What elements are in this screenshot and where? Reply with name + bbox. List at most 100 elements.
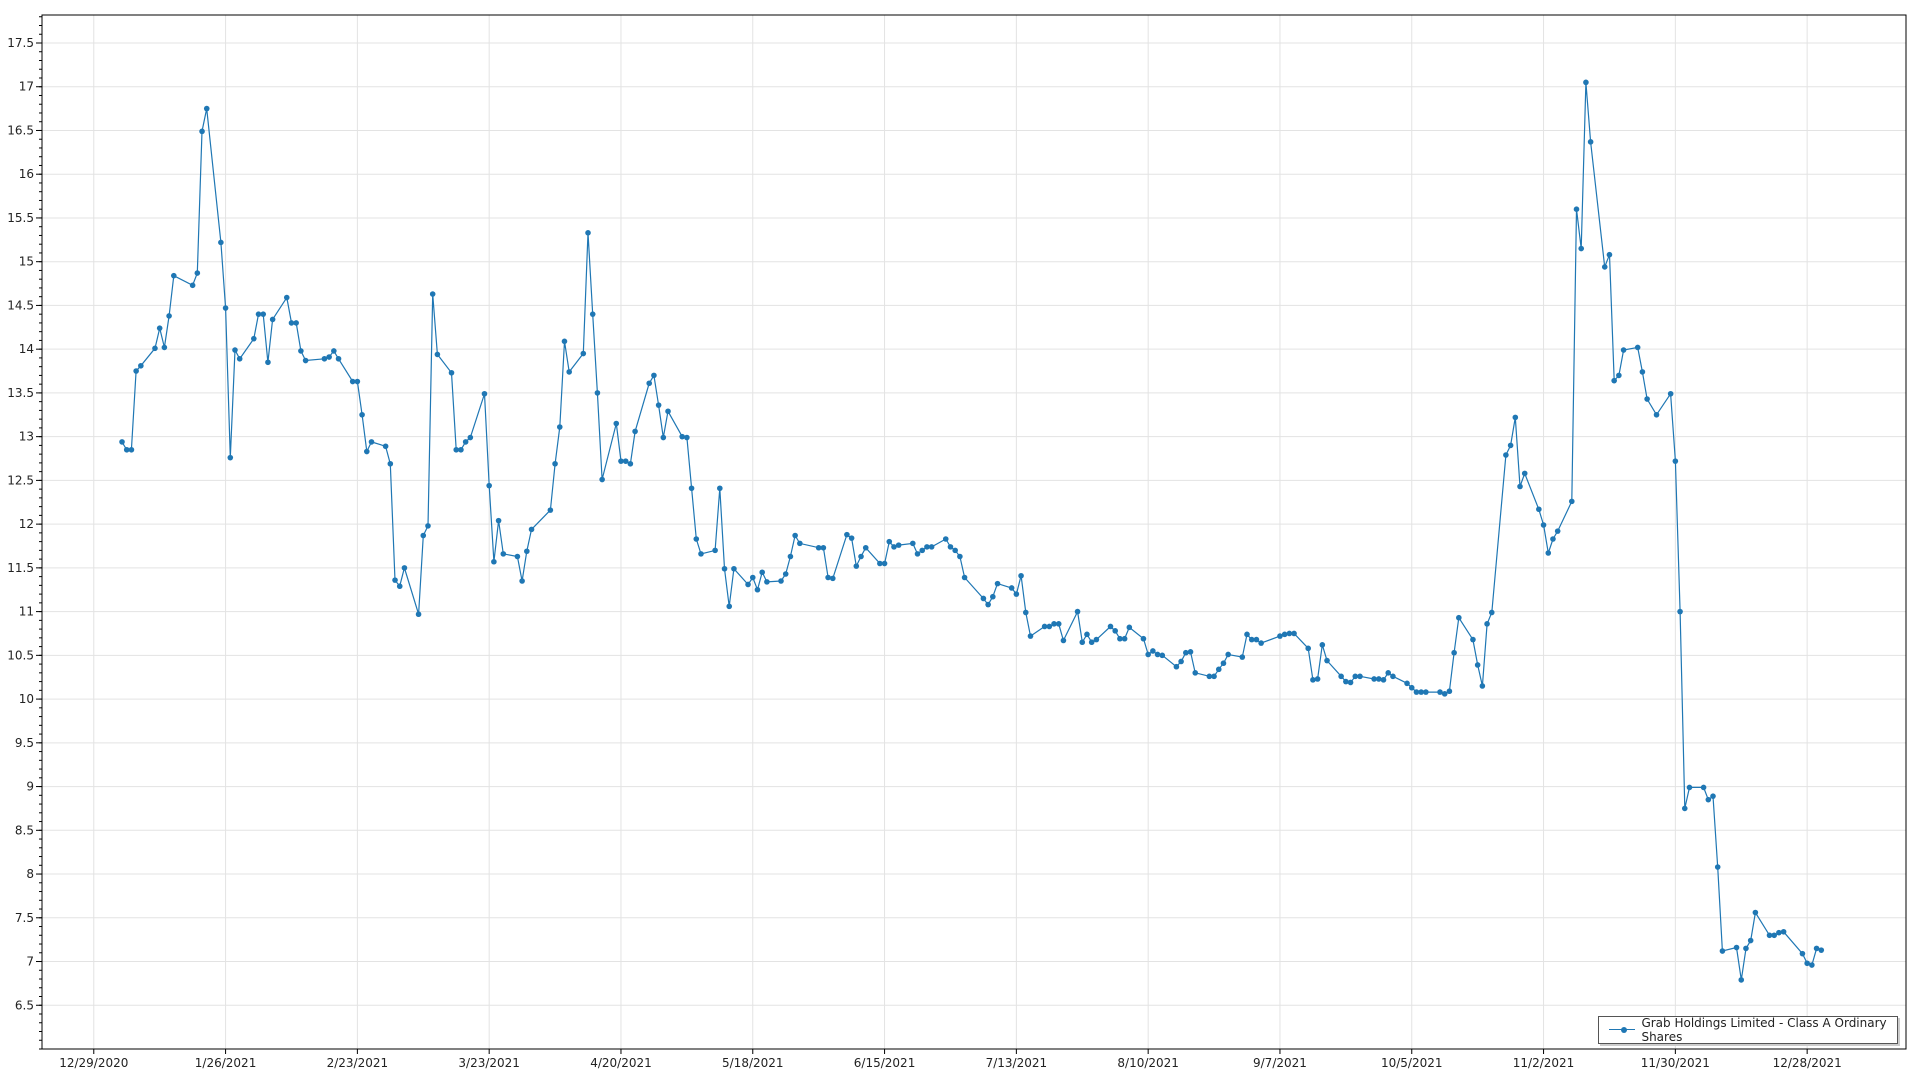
data-point bbox=[627, 460, 634, 467]
data-point bbox=[1503, 452, 1509, 458]
data-point bbox=[1667, 390, 1674, 397]
y-tick-label: 8.5 bbox=[15, 823, 34, 837]
data-point bbox=[194, 270, 201, 276]
y-tick-label: 10 bbox=[19, 692, 34, 706]
data-point bbox=[448, 369, 455, 376]
data-point bbox=[862, 544, 869, 551]
data-point bbox=[462, 439, 469, 445]
data-point bbox=[1079, 639, 1086, 646]
data-point bbox=[693, 536, 700, 542]
data-point bbox=[138, 362, 144, 369]
data-point bbox=[1710, 793, 1716, 799]
data-point bbox=[792, 532, 798, 539]
data-point bbox=[420, 532, 427, 539]
data-point bbox=[1404, 680, 1410, 687]
data-point bbox=[764, 579, 770, 585]
data-point bbox=[632, 428, 638, 435]
data-point bbox=[1192, 670, 1199, 676]
y-tick-label: 15 bbox=[19, 255, 34, 269]
data-point bbox=[1545, 550, 1552, 556]
data-point bbox=[251, 335, 257, 342]
data-point bbox=[1277, 633, 1283, 639]
data-point bbox=[293, 320, 299, 326]
data-point bbox=[218, 239, 224, 246]
data-point bbox=[203, 105, 210, 112]
data-point bbox=[1352, 673, 1359, 680]
data-point bbox=[481, 390, 488, 397]
data-point bbox=[491, 558, 497, 565]
x-tick-label: 6/15/2021 bbox=[854, 1056, 916, 1070]
data-point bbox=[1376, 676, 1382, 682]
data-point bbox=[434, 351, 441, 358]
grid bbox=[42, 15, 1906, 1049]
data-point bbox=[1027, 633, 1034, 639]
data-point bbox=[721, 565, 728, 572]
data-point bbox=[1178, 658, 1184, 665]
data-point bbox=[283, 294, 290, 301]
y-tick-label: 13.5 bbox=[7, 386, 34, 400]
data-point bbox=[820, 544, 827, 551]
data-point bbox=[688, 485, 695, 492]
x-tick-label: 12/28/2021 bbox=[1773, 1056, 1842, 1070]
data-point bbox=[331, 348, 337, 354]
data-point bbox=[561, 338, 568, 345]
data-point bbox=[1173, 663, 1180, 670]
data-point bbox=[302, 357, 309, 364]
data-point bbox=[881, 560, 888, 567]
data-point bbox=[858, 553, 864, 560]
x-tick-label: 11/2/2021 bbox=[1513, 1056, 1575, 1070]
data-point bbox=[269, 316, 276, 323]
data-point bbox=[1517, 483, 1523, 490]
data-point bbox=[1437, 689, 1443, 695]
data-point bbox=[1474, 662, 1481, 668]
data-point bbox=[726, 603, 733, 610]
data-point bbox=[622, 458, 629, 464]
data-point bbox=[1484, 621, 1490, 627]
data-point bbox=[1441, 691, 1448, 697]
data-point bbox=[1074, 608, 1081, 615]
data-point bbox=[580, 350, 587, 357]
data-point bbox=[1022, 609, 1029, 616]
data-point bbox=[1343, 678, 1349, 685]
data-point bbox=[1451, 649, 1457, 656]
data-point bbox=[745, 581, 751, 588]
data-point bbox=[797, 540, 803, 547]
data-point bbox=[392, 577, 398, 583]
data-point bbox=[1159, 652, 1166, 659]
data-point bbox=[1286, 630, 1293, 637]
x-tick-label: 7/13/2021 bbox=[986, 1056, 1048, 1070]
data-point bbox=[1357, 673, 1363, 680]
data-point bbox=[778, 578, 784, 584]
y-tick-label: 14 bbox=[19, 342, 34, 356]
data-point bbox=[698, 551, 704, 557]
x-tick-label: 11/30/2021 bbox=[1641, 1056, 1710, 1070]
data-point bbox=[152, 345, 158, 352]
x-tick-label: 2/23/2021 bbox=[327, 1056, 389, 1070]
data-point bbox=[853, 563, 860, 569]
data-point bbox=[1107, 623, 1114, 630]
data-point bbox=[1225, 651, 1231, 658]
series-polyline bbox=[121, 82, 1822, 980]
data-point bbox=[585, 230, 591, 236]
data-point bbox=[1258, 640, 1264, 646]
data-point bbox=[161, 344, 168, 351]
data-point bbox=[1573, 206, 1580, 213]
data-point bbox=[1719, 948, 1726, 954]
data-point bbox=[886, 538, 893, 545]
data-point bbox=[1700, 784, 1707, 791]
data-point bbox=[1470, 636, 1476, 643]
data-point bbox=[942, 536, 949, 542]
data-point bbox=[363, 448, 370, 455]
data-point bbox=[684, 434, 690, 441]
data-point bbox=[877, 560, 883, 567]
data-point bbox=[232, 347, 238, 353]
data-point bbox=[1088, 639, 1095, 646]
data-point bbox=[1611, 377, 1617, 384]
data-point bbox=[952, 547, 958, 554]
data-point bbox=[425, 523, 431, 529]
data-point bbox=[957, 553, 963, 560]
data-point bbox=[349, 378, 356, 385]
data-point bbox=[401, 565, 408, 571]
data-point bbox=[1305, 645, 1312, 652]
